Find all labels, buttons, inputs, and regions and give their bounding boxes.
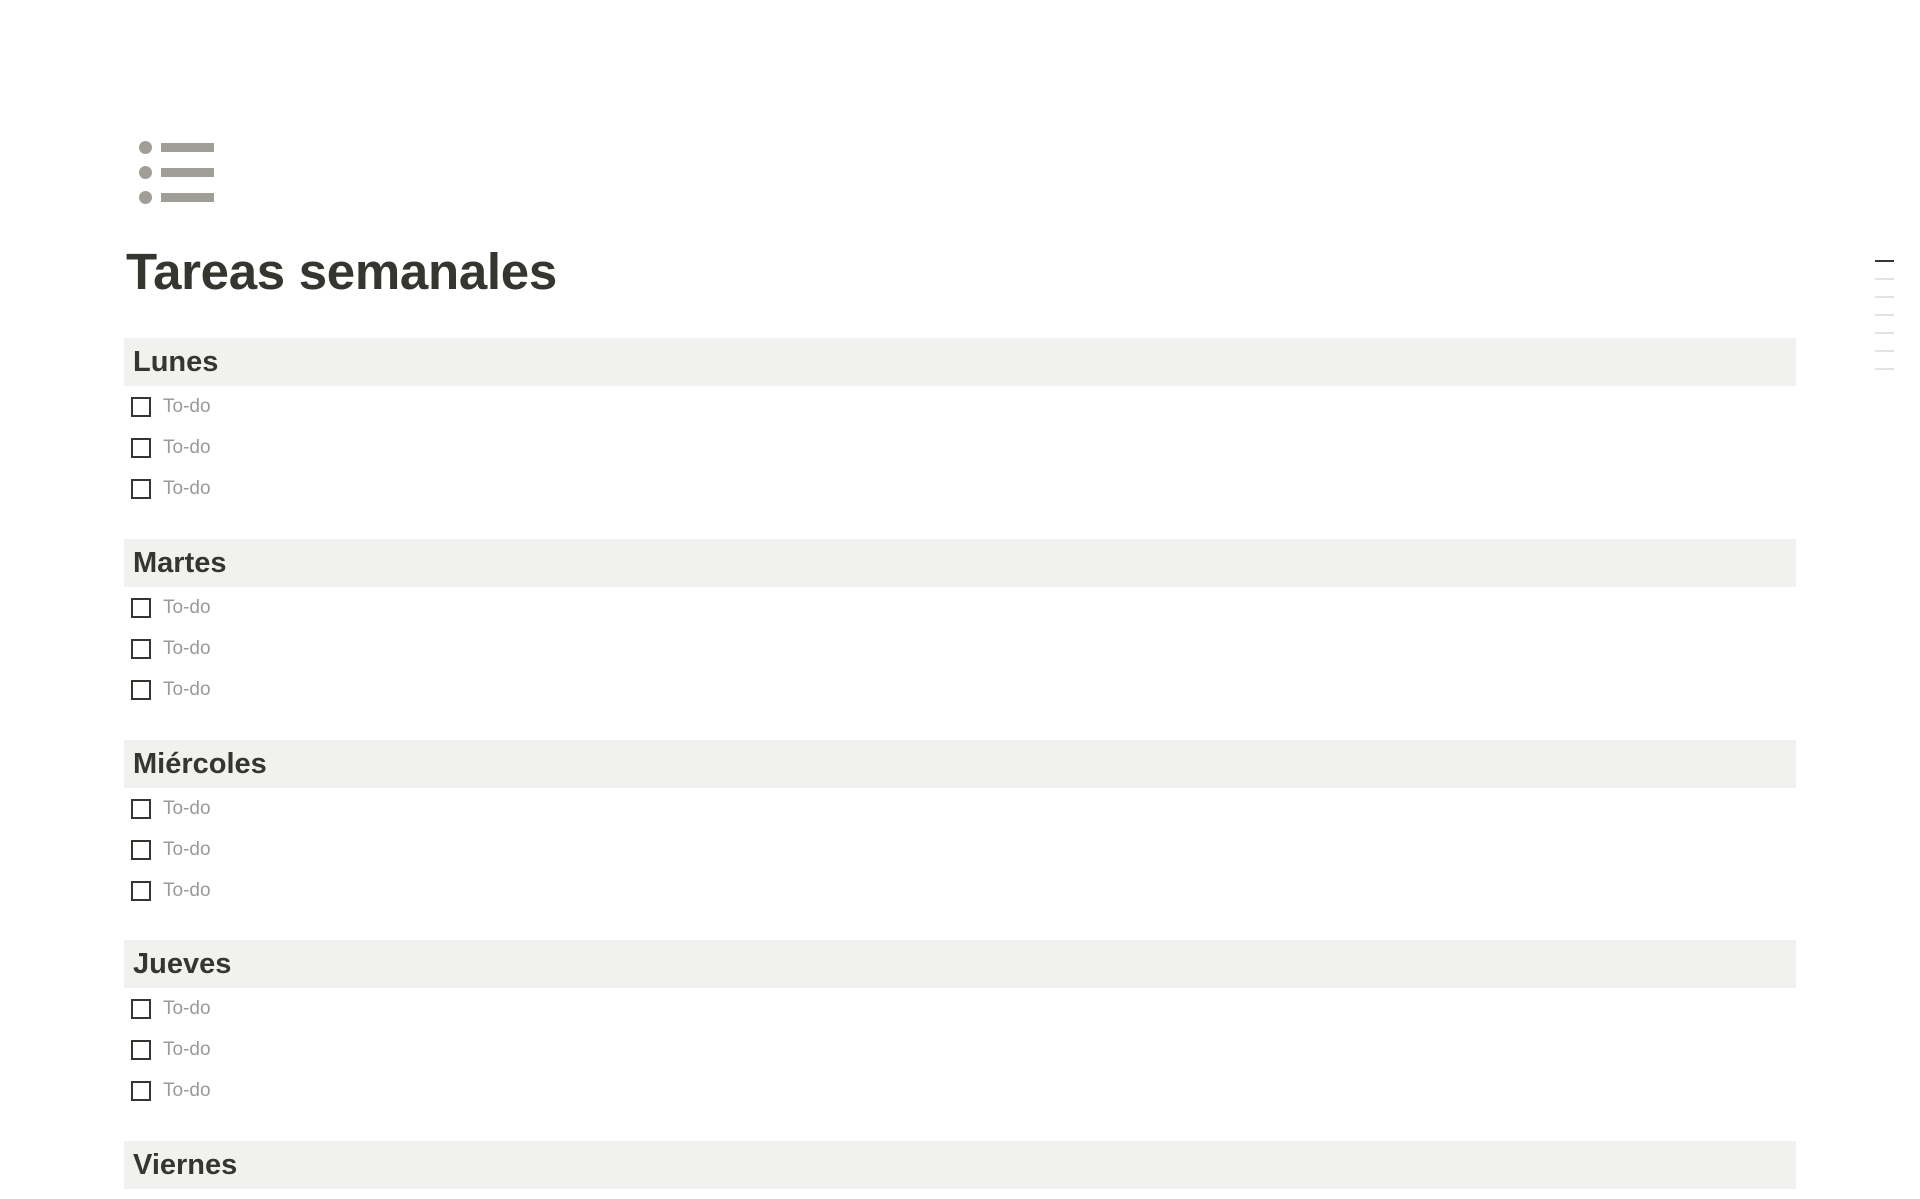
todo-checkbox[interactable] [131, 396, 151, 417]
todo-item: To-do [124, 988, 1796, 1029]
todo-checkbox[interactable] [131, 1039, 151, 1060]
todo-checkbox[interactable] [131, 998, 151, 1019]
section-heading[interactable]: Viernes [124, 1141, 1796, 1189]
day-section: Lunes To-do To-do To-do [124, 338, 1796, 509]
todo-checkbox[interactable] [131, 880, 151, 901]
toc-entry[interactable] [1875, 332, 1894, 334]
bullet-line [161, 143, 214, 152]
toc-entry[interactable] [1875, 260, 1894, 262]
todo-checkbox[interactable] [131, 679, 151, 700]
todo-text[interactable]: To-do [163, 997, 211, 1019]
bullet-line [161, 193, 214, 202]
bulleted-list-icon[interactable] [139, 141, 215, 204]
todo-item: To-do [124, 587, 1796, 628]
todo-checkbox[interactable] [131, 437, 151, 458]
todo-text[interactable]: To-do [163, 879, 211, 901]
todo-item: To-do [124, 1070, 1796, 1111]
todo-text[interactable]: To-do [163, 838, 211, 860]
day-section: Miércoles To-do To-do To-do [124, 740, 1796, 911]
todo-text[interactable]: To-do [163, 797, 211, 819]
section-heading[interactable]: Lunes [124, 338, 1796, 386]
todo-text[interactable]: To-do [163, 596, 211, 618]
toc-entry[interactable] [1875, 278, 1894, 280]
todo-checkbox[interactable] [131, 597, 151, 618]
todo-text[interactable]: To-do [163, 395, 211, 417]
day-section: Martes To-do To-do To-do [124, 539, 1796, 710]
todo-item: To-do [124, 468, 1796, 509]
todo-checkbox[interactable] [131, 638, 151, 659]
todo-item: To-do [124, 870, 1796, 911]
todo-checkbox[interactable] [131, 478, 151, 499]
todo-item: To-do [124, 788, 1796, 829]
todo-item: To-do [124, 1029, 1796, 1070]
bullet-line [161, 168, 214, 177]
todo-item: To-do [124, 427, 1796, 468]
bullet-dot [139, 191, 152, 204]
todo-text[interactable]: To-do [163, 436, 211, 458]
toc-entry[interactable] [1875, 350, 1894, 352]
table-of-contents [1875, 260, 1895, 386]
page-title[interactable]: Tareas semanales [126, 243, 557, 300]
todo-checkbox[interactable] [131, 1080, 151, 1101]
todo-text[interactable]: To-do [163, 1038, 211, 1060]
section-heading[interactable]: Miércoles [124, 740, 1796, 788]
todo-text[interactable]: To-do [163, 678, 211, 700]
section-heading[interactable]: Martes [124, 539, 1796, 587]
todo-item: To-do [124, 386, 1796, 427]
todo-text[interactable]: To-do [163, 477, 211, 499]
todo-text[interactable]: To-do [163, 1079, 211, 1101]
bullet-dot [139, 166, 152, 179]
todo-checkbox[interactable] [131, 798, 151, 819]
toc-entry[interactable] [1875, 368, 1894, 370]
toc-entry[interactable] [1875, 314, 1894, 316]
todo-item: To-do [124, 628, 1796, 669]
day-section: Jueves To-do To-do To-do [124, 940, 1796, 1111]
todo-item: To-do [124, 829, 1796, 870]
todo-text[interactable]: To-do [163, 637, 211, 659]
day-section: Viernes [124, 1141, 1796, 1189]
todo-item: To-do [124, 669, 1796, 710]
section-heading[interactable]: Jueves [124, 940, 1796, 988]
toc-entry[interactable] [1875, 296, 1894, 298]
todo-checkbox[interactable] [131, 839, 151, 860]
bullet-dot [139, 141, 152, 154]
